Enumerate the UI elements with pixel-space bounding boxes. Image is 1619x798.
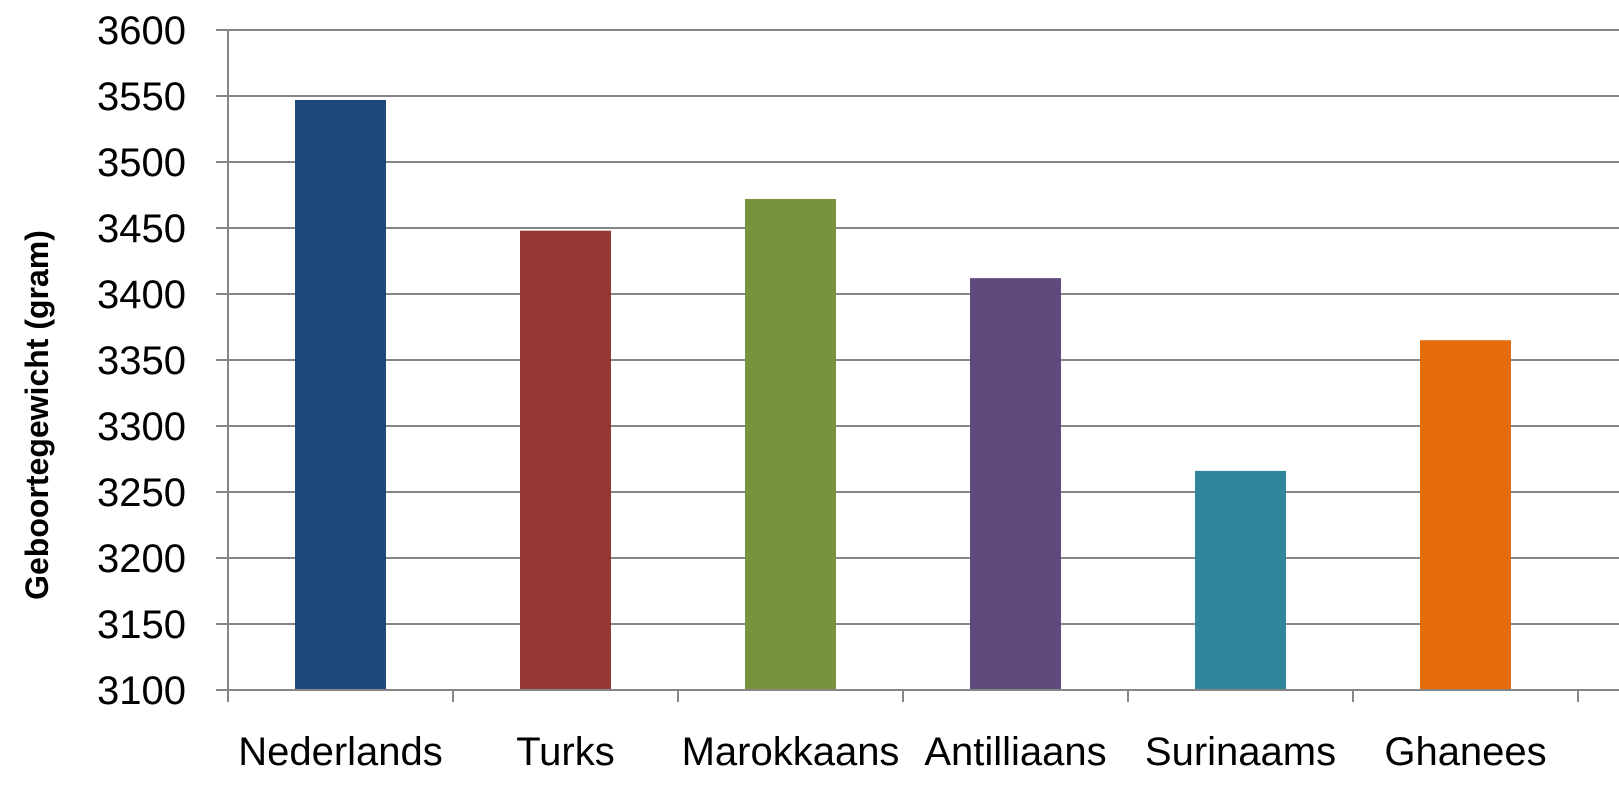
gridlines	[228, 29, 1619, 625]
y-tick-label: 3400	[97, 273, 186, 317]
y-tick-label: 3250	[97, 471, 186, 515]
bar-marokkaans	[745, 198, 836, 690]
y-tick-label: 3350	[97, 339, 186, 383]
y-tick-label: 3450	[97, 207, 186, 251]
bar-surinaams	[1195, 470, 1286, 690]
y-tick-labels: 3100 3150 3200 3250 3300 3350 3400 3450 3500 3550…	[97, 9, 186, 713]
y-tick-label: 3300	[97, 405, 186, 449]
bar-turks	[520, 230, 611, 690]
y-tick-label: 3100	[97, 669, 186, 713]
x-category-label: Nederlands	[238, 730, 443, 774]
bar-nederlands	[295, 99, 386, 690]
bar-ghanees	[1420, 340, 1511, 690]
x-category-label: Marokkaans	[682, 730, 900, 774]
bars	[295, 99, 1511, 690]
x-category-labels: Nederlands Turks Marokkaans Antilliaans Suri…	[238, 730, 1546, 774]
y-tick-label: 3200	[97, 537, 186, 581]
y-tick-label: 3150	[97, 603, 186, 647]
y-tick-label: 3550	[97, 75, 186, 119]
x-category-label: Ghanees	[1384, 730, 1546, 774]
y-tick-label: 3600	[97, 9, 186, 53]
y-axis-title: Geboortegewicht (gram)	[19, 230, 55, 600]
bar-antilliaans	[970, 278, 1061, 690]
x-category-label: Turks	[516, 730, 615, 774]
y-tick-label: 3500	[97, 141, 186, 185]
axes	[216, 29, 1619, 702]
x-category-label: Surinaams	[1145, 730, 1336, 774]
x-category-label: Antilliaans	[924, 730, 1106, 774]
